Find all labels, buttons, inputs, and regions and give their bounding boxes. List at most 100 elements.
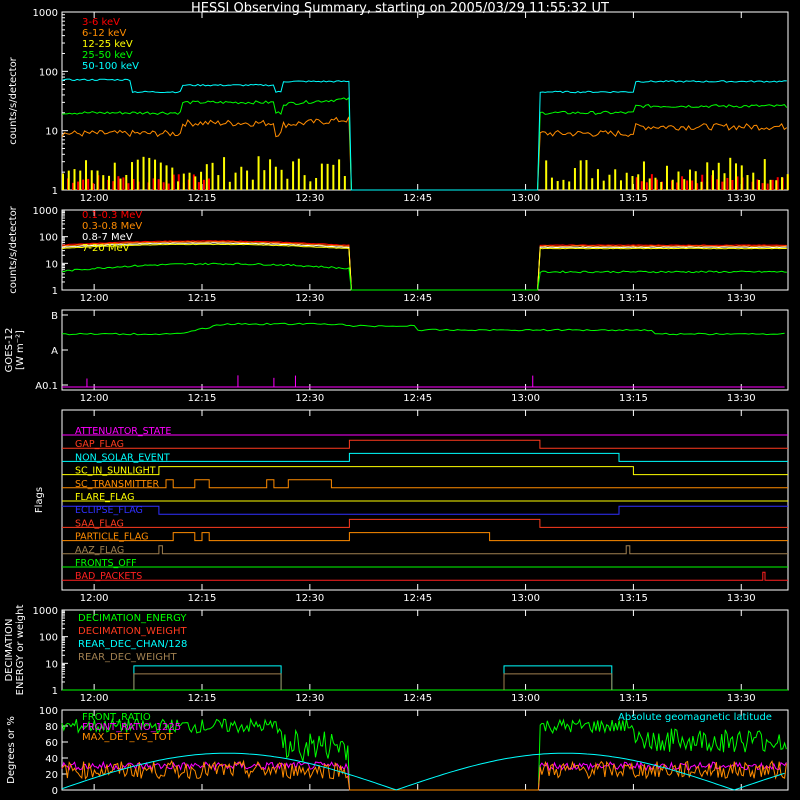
y-tick-label: 10 bbox=[45, 659, 58, 670]
data-bar bbox=[781, 177, 784, 190]
legend-entry: MAX_DET_VS_TOT bbox=[82, 732, 174, 743]
data-bar bbox=[251, 179, 254, 190]
series-front-ratio-1225 bbox=[61, 760, 787, 791]
data-bar bbox=[766, 183, 769, 190]
data-bar bbox=[681, 176, 684, 190]
x-tick-label: 13:30 bbox=[727, 193, 756, 204]
data-bar bbox=[315, 177, 318, 190]
data-bar bbox=[740, 165, 743, 190]
data-bar bbox=[729, 157, 732, 190]
data-bar bbox=[665, 165, 668, 190]
data-bar bbox=[706, 162, 709, 190]
data-bar bbox=[746, 175, 749, 190]
flag-label-sc-transmitter: SC_TRANSMITTER bbox=[75, 479, 160, 490]
data-bar bbox=[117, 176, 120, 190]
data-bar bbox=[568, 181, 571, 190]
flag-label-attenuator-state: ATTENUATOR_STATE bbox=[75, 426, 171, 437]
data-bar bbox=[761, 183, 764, 190]
data-bar bbox=[726, 177, 729, 190]
data-bar bbox=[711, 170, 714, 190]
data-bar bbox=[723, 173, 726, 190]
data-bar bbox=[686, 180, 689, 190]
flag-label-saa-flag: SAA_FLAG bbox=[75, 518, 124, 529]
data-bar bbox=[660, 181, 663, 190]
flag-trace bbox=[62, 571, 788, 581]
data-bar bbox=[637, 174, 640, 190]
plot-frame-flags bbox=[61, 409, 789, 591]
data-bar bbox=[167, 183, 170, 190]
data-bar bbox=[73, 169, 76, 190]
y-tick-label: 100 bbox=[39, 67, 58, 78]
data-bar bbox=[159, 162, 162, 190]
data-bar bbox=[152, 178, 155, 190]
y-axis-label: counts/s/detector bbox=[8, 205, 19, 293]
data-bar bbox=[635, 177, 638, 190]
data-bar bbox=[596, 169, 599, 190]
data-bar bbox=[77, 181, 80, 190]
legend-entry: 3-6 keV bbox=[82, 17, 120, 28]
data-bar bbox=[85, 160, 88, 190]
data-bar bbox=[79, 170, 82, 190]
y-tick-label: 1000 bbox=[33, 206, 58, 217]
series-goes-long bbox=[62, 322, 785, 336]
x-tick-label: 12:30 bbox=[295, 393, 324, 404]
data-bar bbox=[654, 177, 657, 190]
legend-entry: FRONT_RATIO_1225 bbox=[82, 722, 181, 733]
data-bar bbox=[240, 166, 243, 190]
data-bar bbox=[197, 182, 200, 190]
y-tick-label: 80 bbox=[45, 722, 58, 733]
flag-label-gap-flag: GAP_FLAG bbox=[75, 439, 124, 450]
data-bar bbox=[721, 181, 724, 190]
flag-label-sc-in-sunlight: SC_IN_SUNLIGHT bbox=[75, 466, 156, 477]
data-bar bbox=[717, 162, 720, 190]
data-bar bbox=[619, 180, 622, 190]
data-bar bbox=[132, 179, 135, 190]
y-tick-label: 1000 bbox=[33, 8, 58, 19]
series-high-3 bbox=[61, 243, 787, 291]
y-tick-label: 20 bbox=[45, 770, 58, 781]
series-rear-dec-chan bbox=[133, 665, 282, 690]
data-bar bbox=[786, 174, 789, 190]
data-bar bbox=[217, 175, 220, 190]
data-bar bbox=[108, 175, 111, 190]
data-bar bbox=[211, 162, 214, 190]
y-tick-label: 1 bbox=[52, 686, 58, 697]
flag-trace bbox=[62, 545, 788, 555]
series-50-100-kev bbox=[61, 78, 787, 191]
data-bar bbox=[286, 178, 289, 190]
x-tick-label: 13:00 bbox=[511, 293, 540, 304]
y-tick-label: 40 bbox=[45, 754, 58, 765]
data-bar bbox=[691, 180, 694, 190]
data-bar bbox=[677, 171, 680, 190]
data-bar bbox=[119, 178, 122, 190]
data-bar bbox=[338, 159, 341, 190]
data-bar bbox=[157, 179, 160, 190]
data-bar bbox=[280, 169, 283, 190]
x-tick-label: 13:30 bbox=[727, 293, 756, 304]
x-tick-label: 12:00 bbox=[80, 293, 109, 304]
data-bar bbox=[205, 164, 208, 190]
data-bar bbox=[579, 160, 582, 190]
data-bar bbox=[87, 178, 90, 190]
data-bar bbox=[172, 174, 175, 190]
data-bar bbox=[246, 170, 249, 190]
data-bar bbox=[775, 180, 778, 190]
data-bar bbox=[562, 179, 565, 190]
data-bar bbox=[303, 175, 306, 190]
data-bar bbox=[90, 170, 93, 190]
plot-frame-lc_low bbox=[61, 11, 789, 191]
data-bar bbox=[683, 179, 686, 190]
data-bar bbox=[67, 170, 70, 190]
data-bar bbox=[297, 158, 300, 190]
x-tick-label: 12:15 bbox=[188, 693, 217, 704]
flag-trace bbox=[62, 518, 788, 528]
data-bar bbox=[671, 179, 674, 190]
legend-entry: 0.8-7 MeV bbox=[82, 232, 133, 243]
data-bar bbox=[752, 172, 755, 190]
y-tick-label: 100 bbox=[39, 633, 58, 644]
x-tick-label: 12:00 bbox=[80, 693, 109, 704]
x-tick-label: 12:30 bbox=[295, 593, 324, 604]
data-bar bbox=[320, 163, 323, 190]
data-bar bbox=[142, 156, 145, 190]
data-bar bbox=[192, 174, 195, 190]
